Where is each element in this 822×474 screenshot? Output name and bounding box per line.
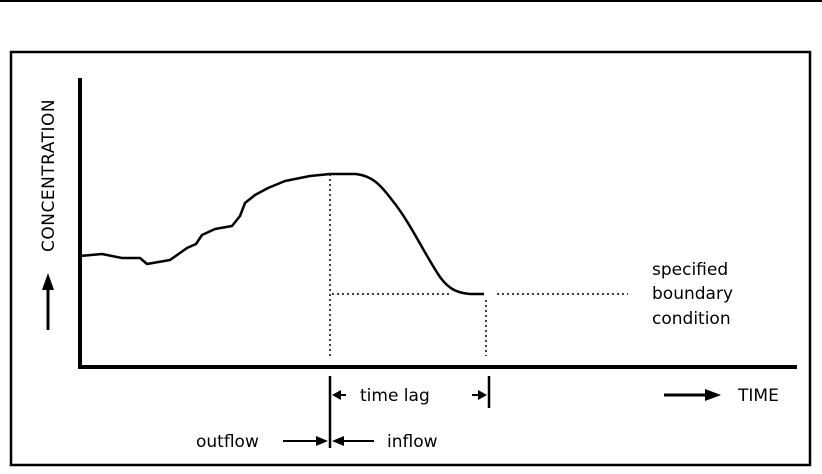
diagram-frame (9, 50, 812, 467)
y-axis-arrow-icon (42, 273, 54, 330)
boundary-label-line1: specified (652, 260, 728, 280)
boundary-label-line3: condition (652, 309, 731, 329)
time-lag-left-arrow-icon (332, 390, 346, 400)
x-axis-label: TIME (737, 386, 779, 406)
time-arrow-icon (664, 389, 721, 401)
boundary-label-line2: boundary (652, 284, 733, 304)
inflow-label: inflow (387, 432, 438, 452)
inflow-arrow-icon (332, 436, 374, 446)
top-rule (0, 0, 822, 2)
y-axis-label: CONCENTRATION (39, 99, 59, 252)
outflow-arrow-icon (283, 436, 328, 446)
concentration-curve (79, 172, 484, 296)
time-lag-right-arrow-icon (472, 390, 487, 400)
outflow-label: outflow (196, 432, 259, 452)
time-lag-label: time lag (360, 386, 430, 406)
